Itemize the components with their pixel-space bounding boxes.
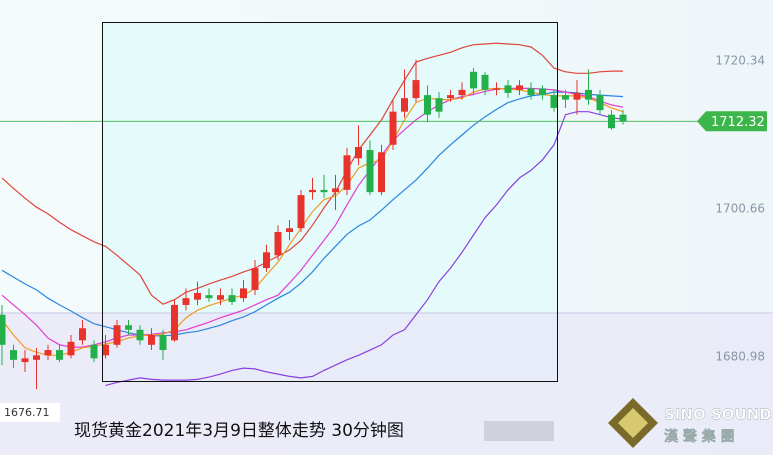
candle-body	[573, 92, 581, 100]
y-tick-label: 1680.98	[715, 349, 765, 363]
candle-body	[596, 95, 604, 111]
indicator-line	[105, 111, 624, 386]
candle-body	[182, 298, 190, 305]
blurred-mark	[484, 421, 554, 441]
candle-body	[516, 85, 523, 90]
plot-area: 1720.34 1700.66 1680.98	[0, 42, 765, 390]
candle-body	[136, 329, 144, 341]
candle-body	[458, 89, 466, 96]
candle-body	[0, 314, 6, 345]
candle-body	[619, 114, 627, 122]
candle-body	[148, 335, 155, 345]
candle-body	[251, 268, 259, 290]
logo: SINO SOUND 漢 聲 集 團	[608, 398, 772, 448]
candle-body	[286, 228, 293, 232]
candle-body	[389, 111, 397, 145]
low-label-box	[0, 403, 60, 422]
candle-body	[481, 74, 489, 90]
candle-body	[263, 252, 270, 269]
candle-body	[435, 98, 443, 112]
candle-body	[320, 189, 328, 193]
low-label: 1676.71	[4, 406, 50, 419]
candle-body	[309, 189, 316, 193]
candle-body	[228, 295, 236, 302]
candle-body	[562, 95, 569, 100]
caption: 现货黄金2021年3月9日整体走势 30分钟图	[74, 421, 404, 441]
candle-body	[125, 325, 132, 330]
logo-en: SINO SOUND	[664, 406, 772, 424]
candle-body	[90, 344, 98, 359]
candle-body	[378, 152, 385, 193]
candle-body	[412, 80, 420, 99]
candle-body	[79, 328, 86, 341]
candle-body	[205, 295, 213, 299]
last-price-label: 1712.32	[711, 115, 765, 130]
candle-body	[171, 304, 178, 341]
candle-body	[608, 114, 615, 129]
y-tick-label: 1720.34	[715, 53, 765, 67]
candle-body	[447, 95, 454, 99]
candle-body	[159, 335, 167, 351]
candle-body	[240, 288, 247, 299]
candle-body	[366, 150, 374, 193]
indicator-line	[1, 91, 624, 337]
last-price-tag	[697, 111, 767, 132]
candle-body	[343, 155, 351, 190]
candle-body	[493, 88, 500, 90]
candle-body	[113, 325, 121, 345]
y-tick-label: 1700.66	[715, 201, 765, 215]
candle-body	[470, 71, 477, 89]
indicator-line	[1, 42, 623, 305]
candle-body	[539, 88, 546, 96]
logo-inner	[618, 408, 648, 438]
candle-body	[274, 231, 282, 256]
candle-body	[44, 350, 52, 356]
candle-body	[194, 292, 201, 300]
candle-body	[56, 350, 63, 360]
logo-zh: 漢 聲 集 團	[664, 428, 735, 445]
candle-body	[217, 295, 224, 300]
candle-body	[332, 188, 339, 193]
candle-body	[424, 95, 431, 115]
candle-body	[550, 95, 558, 108]
candle-body	[10, 350, 17, 360]
annotation-box	[102, 22, 558, 382]
candle-body	[527, 88, 535, 96]
candle-body	[102, 344, 109, 356]
candle-body	[67, 341, 75, 356]
candle-body	[355, 147, 362, 159]
candle-body	[21, 358, 29, 363]
candle-body	[504, 85, 512, 93]
candle-body	[33, 355, 40, 360]
candle-body	[401, 98, 408, 112]
candle-body	[297, 195, 305, 229]
candle-body	[585, 89, 592, 100]
